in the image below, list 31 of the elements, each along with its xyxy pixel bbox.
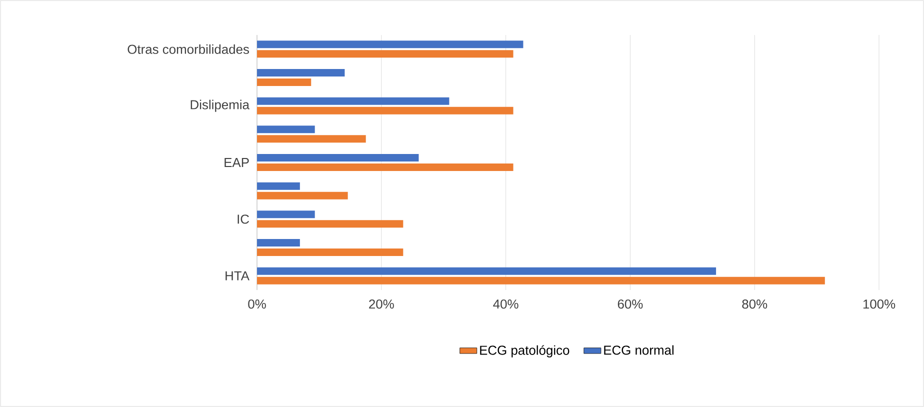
bar [257, 97, 450, 105]
bar [257, 40, 524, 48]
bar [257, 126, 315, 134]
bar [257, 192, 348, 200]
y-tick-label: HTA [226, 271, 250, 280]
bar [257, 135, 366, 143]
bar [257, 248, 404, 256]
bar [257, 220, 404, 228]
y-tick-label: Otras comorbilidades [128, 44, 250, 54]
x-tick-label: 100% [863, 299, 896, 309]
bar [257, 163, 514, 171]
legend-label: ECG normal [604, 345, 674, 355]
x-tick-label: 80% [742, 299, 768, 309]
x-tick-label: 60% [618, 299, 643, 309]
bar [257, 78, 312, 86]
x-tick-label: 0% [248, 299, 266, 309]
x-tick-label: 20% [369, 299, 394, 309]
bar [257, 267, 716, 275]
bar [257, 50, 514, 58]
bar [257, 182, 300, 190]
bar [257, 69, 345, 77]
bar [257, 106, 514, 114]
bar [257, 276, 825, 284]
bar [257, 154, 419, 162]
y-tick-label: Dislipemia [190, 100, 250, 112]
bar [257, 239, 300, 247]
y-tick-label: EAP [224, 158, 249, 167]
bar [257, 210, 315, 218]
legend-label: ECG patológico [480, 345, 570, 358]
x-tick-label: 40% [493, 299, 518, 309]
y-tick-label: IC [238, 214, 250, 224]
